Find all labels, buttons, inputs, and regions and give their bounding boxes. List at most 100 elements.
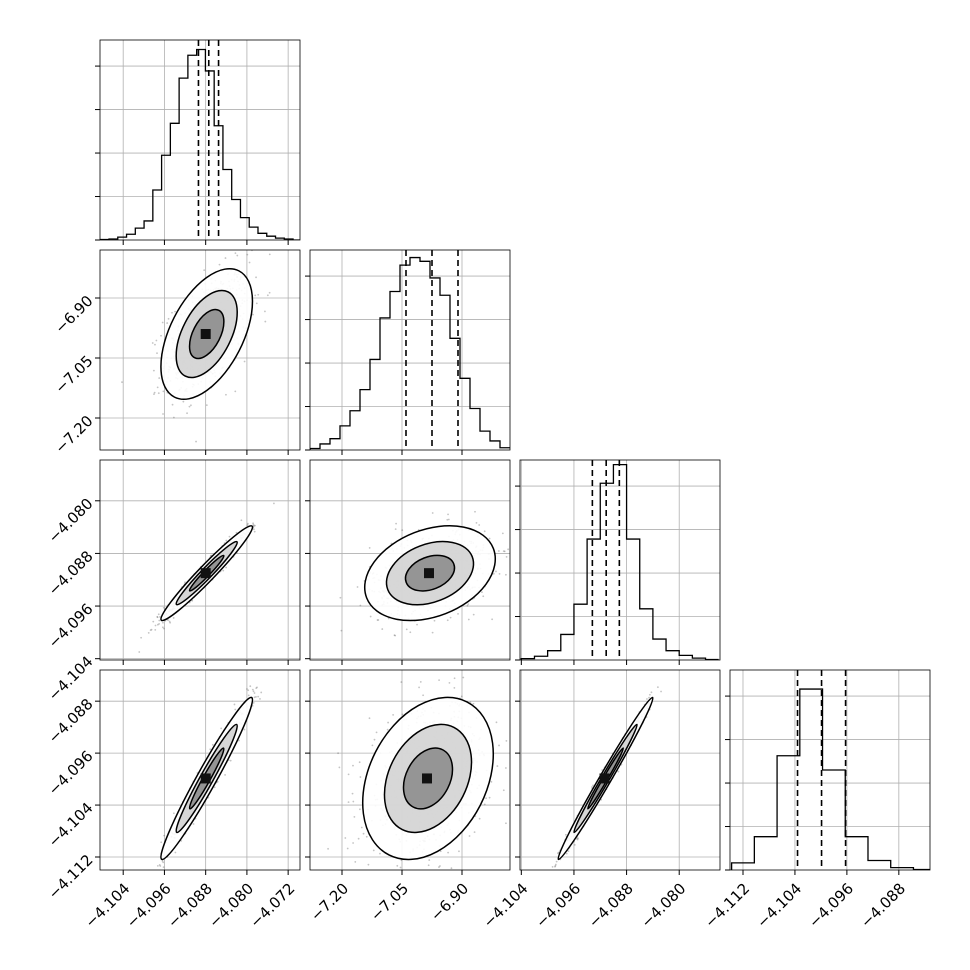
sample-point [161,626,164,629]
sample-point [358,761,361,764]
sample-point [282,627,284,629]
sample-point [422,694,425,697]
sample-point [234,708,237,711]
sample-point [255,687,258,690]
x-tick-label: −4.104 [81,880,133,932]
sample-point [213,786,216,789]
sample-point [218,263,221,266]
sample-point [157,392,160,395]
sample-point [490,780,493,783]
sample-point [548,884,550,886]
sample-point [457,612,459,615]
sample-point [151,342,154,344]
sample-point [395,522,397,525]
sample-point [601,769,604,771]
sample-point [356,586,359,588]
sample-point [154,624,157,627]
sample-point [225,539,228,542]
sample-point [203,269,206,272]
sample-point [453,686,456,689]
sample-point [377,619,380,621]
sample-point [273,502,275,505]
sample-point [496,765,499,767]
sample-point [140,636,143,639]
sample-point [648,696,650,699]
sample-point [505,555,508,558]
y-tick-label: −7.05 [51,352,96,397]
sample-point [483,530,486,533]
sample-point [338,766,341,769]
sample-point [466,604,469,607]
sample-point [243,360,246,363]
sample-point [427,864,430,867]
y-tick-label: −4.096 [45,747,97,799]
sample-point [650,691,653,694]
sample-point [159,615,161,618]
sample-point [555,860,558,863]
sample-point [495,721,498,724]
x-tick-label: −4.096 [123,880,175,932]
sample-point [252,524,255,527]
sample-point [347,801,350,804]
x-tick-label: −4.088 [164,880,216,932]
sample-point [371,744,374,747]
sample-point [367,863,370,866]
sample-point [376,619,379,621]
sample-point [352,842,354,844]
sample-point [205,404,208,406]
panel-frame [99,459,301,661]
sample-point [154,629,157,631]
sample-point [502,789,505,792]
sample-point [439,865,441,867]
panel-frame [99,39,301,241]
sample-point [447,518,450,521]
density-peak [424,568,434,579]
sample-point [573,844,576,846]
sample-point [372,849,375,852]
sample-point [394,528,397,531]
sample-point [347,773,350,776]
sample-point [401,529,404,532]
sample-point [337,752,339,755]
sample-point [502,550,505,553]
sample-point [352,764,354,767]
sample-point [156,352,158,355]
histogram-step [100,48,300,240]
sample-point [403,881,405,883]
sample-point [554,864,557,867]
scatter-panel-3-1 [310,670,510,883]
sample-point [472,702,475,705]
sample-point [564,833,567,836]
x-tick-label: −6.90 [427,880,472,925]
sample-point [354,861,357,863]
sample-point [505,739,508,742]
sample-point [161,860,164,862]
y-tick-label: −6.90 [51,292,96,337]
sample-point [153,872,155,874]
sample-point [503,550,506,553]
sample-point [538,889,540,891]
sample-point [224,774,226,776]
sample-point [211,743,214,746]
sample-point [268,291,271,294]
sample-point [428,859,431,861]
sample-point [259,698,261,700]
sample-point [147,632,150,634]
sample-point [648,693,651,696]
sample-point [173,465,175,467]
sample-point [163,834,166,837]
sample-point [138,651,141,653]
sample-point [346,847,349,850]
sample-point [254,524,256,527]
sample-point [190,404,192,407]
sample-point [468,835,471,837]
x-tick-label: −4.104 [753,880,805,932]
sample-point [676,656,678,658]
sample-point [158,619,161,622]
sample-point [512,542,514,544]
sample-point [153,391,156,394]
sample-point [409,631,412,634]
y-tick-label: −4.104 [45,799,97,851]
sample-point [478,524,481,526]
sample-point [433,619,436,622]
